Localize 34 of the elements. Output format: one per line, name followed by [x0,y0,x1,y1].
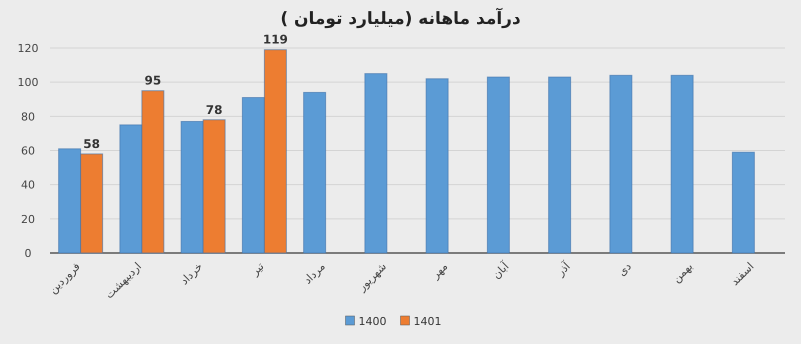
y-tick-label: 80 [21,110,35,124]
x-tick-label: تیر [248,260,266,279]
bar [426,78,449,254]
x-tick-label: خرداد [178,260,206,288]
bar [670,74,694,254]
legend-label: 1401 [414,315,442,328]
y-tick-label: 60 [21,144,35,158]
x-tick-label: آبان [489,258,512,282]
bar [732,152,755,254]
data-label: 95 [144,74,162,88]
bar [609,74,632,254]
y-tick-label: 100 [18,76,38,90]
x-tick-label: مرداد [301,260,328,287]
x-tick-label: آذر [552,258,574,280]
data-label: 58 [83,136,100,151]
x-tick-label: اردیبهشت [102,260,144,302]
y-tick-label: 0 [24,247,32,260]
x-tick-label: اسفند [728,260,756,288]
x-tick-label: شهریور [354,260,389,294]
bar [486,76,510,254]
y-tick-label: 120 [18,42,38,55]
y-tick-label: 20 [21,212,35,226]
bar [548,76,572,254]
chart-title: درآمد ماهانه (میلیارد تومان ) [280,7,521,29]
legend-label: 1400 [358,315,386,328]
data-label: 119 [262,32,288,47]
x-tick-label: مهر [428,260,450,282]
data-label: 78 [206,102,222,117]
bar [303,92,326,254]
x-tick-label: دی [615,260,634,279]
y-tick-label: 40 [21,178,35,192]
bar [364,73,388,254]
x-tick-label: بهمن [670,260,696,286]
x-tick-label: فروردین [46,260,83,296]
